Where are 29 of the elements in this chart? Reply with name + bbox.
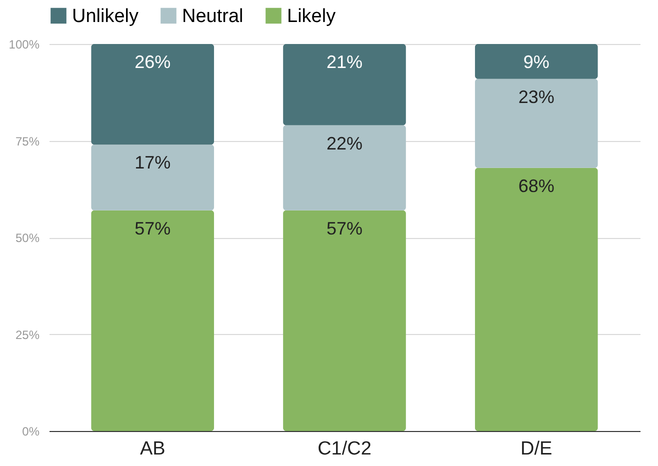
x-tick-label: AB	[140, 438, 166, 460]
data-label: 57%	[326, 218, 363, 238]
bar	[283, 44, 406, 126]
bar	[283, 210, 406, 431]
x-tick-label: C1/C2	[318, 438, 372, 460]
data-label: 26%	[134, 52, 171, 72]
data-label: 68%	[518, 176, 554, 196]
y-tick-label: 75%	[15, 134, 40, 148]
y-tick-label: 50%	[15, 231, 40, 245]
bar	[91, 144, 214, 210]
legend-label: Unlikely	[72, 6, 140, 27]
y-tick-label: 0%	[22, 424, 40, 438]
data-label: 22%	[326, 133, 363, 154]
bar	[283, 125, 406, 210]
bar	[474, 78, 598, 168]
data-label: 9%	[523, 52, 550, 72]
legend-label: Neutral	[182, 6, 244, 27]
bar	[91, 210, 214, 431]
data-label: 57%	[134, 218, 171, 238]
bar	[474, 168, 598, 431]
bar	[474, 44, 598, 79]
y-tick-label: 25%	[15, 328, 40, 342]
data-label: 21%	[326, 52, 363, 72]
x-tick-label: D/E	[520, 438, 552, 460]
data-label: 17%	[134, 152, 171, 173]
y-tick-label: 100%	[8, 38, 40, 52]
legend-label: Likely	[287, 6, 336, 27]
bar	[91, 44, 214, 145]
data-label: 23%	[518, 86, 554, 107]
